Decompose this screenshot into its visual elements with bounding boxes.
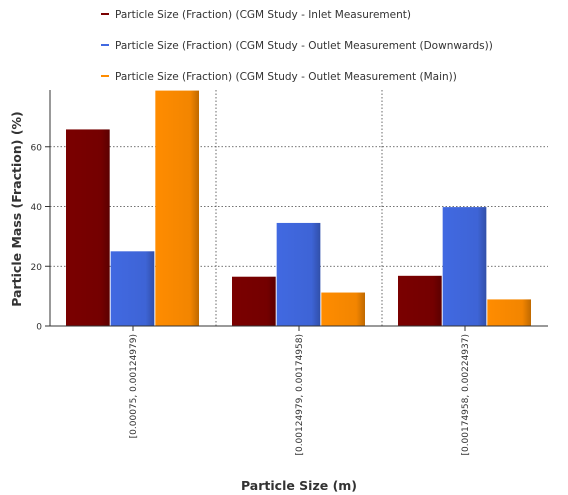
y-tick-label-3: 60	[31, 143, 43, 153]
bar-shade-s2-c3	[442, 207, 487, 326]
x-tick-label-1: [0.00075, 0.00124979)	[129, 334, 139, 438]
bar-shade-s1-c3	[398, 275, 442, 326]
y-tick-label-1: 20	[31, 263, 43, 273]
y-tick-label-0: 0	[36, 323, 42, 333]
bar-shade-s1-c1	[66, 129, 110, 326]
legend-label-1: Particle Size (Fraction) (CGM Study - In…	[115, 9, 411, 21]
bar-shade-s3-c3	[487, 299, 531, 326]
x-tick-label-3: [0.00174958, 0.00224937)	[461, 334, 471, 456]
bar-shade-s3-c1	[155, 90, 199, 326]
axes: 0 20 40 60 [0.00075, 0.00124979) [0.00124979,…	[31, 90, 548, 456]
legend: Particle Size (Fraction) (CGM Study - In…	[101, 9, 493, 83]
bar-shade-s2-c2	[276, 222, 321, 326]
legend-label-2: Particle Size (Fraction) (CGM Study - Ou…	[115, 40, 493, 52]
legend-label-3: Particle Size (Fraction) (CGM Study - Ou…	[115, 71, 457, 83]
x-tick-label-2: [0.00124979, 0.00174958)	[295, 334, 305, 456]
y-tick-label-2: 40	[31, 203, 43, 213]
bars	[66, 90, 531, 326]
bar-shade-s2-c1	[110, 251, 155, 326]
bar-shade-s3-c2	[321, 292, 365, 326]
x-axis-title: Particle Size (m)	[241, 478, 357, 493]
bar-shade-s1-c2	[232, 276, 276, 326]
y-axis-title: Particle Mass (Fraction) (%)	[9, 111, 24, 307]
